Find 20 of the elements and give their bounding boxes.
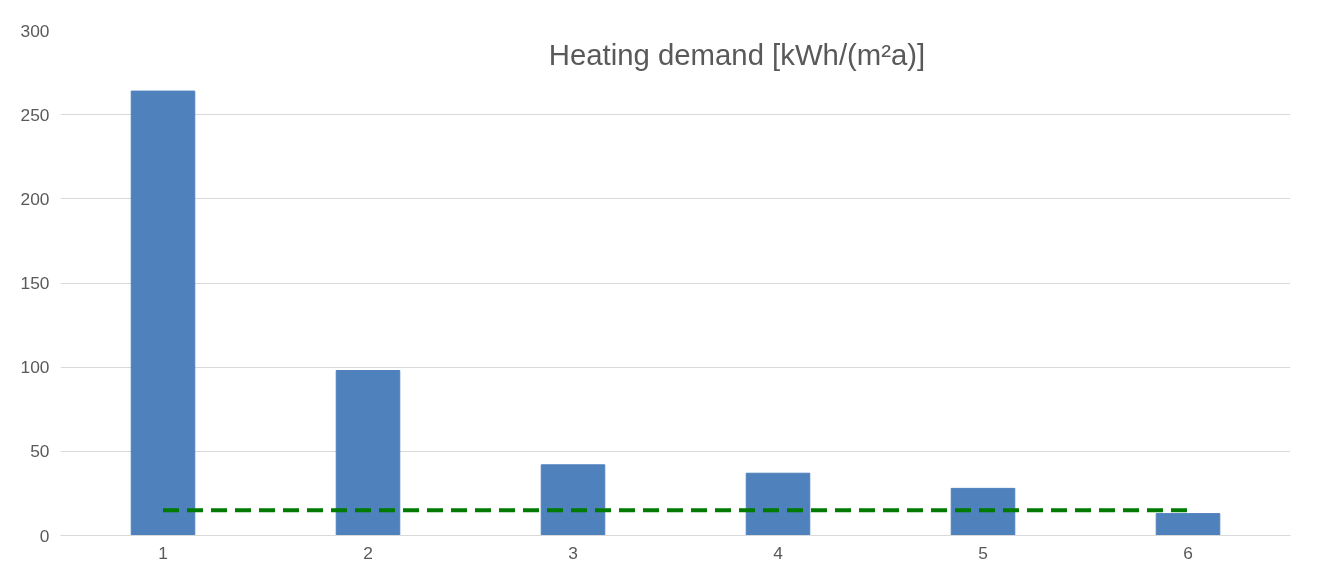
bar xyxy=(745,472,811,536)
x-tick-label: 3 xyxy=(568,542,578,563)
y-tick-label: 100 xyxy=(20,357,50,378)
x-tick-label: 2 xyxy=(363,542,373,563)
y-tick-label: 0 xyxy=(39,525,50,546)
chart-title: Heating demand [kWh/(m²a)] xyxy=(548,37,926,71)
y-tick-label: 200 xyxy=(20,188,50,209)
bar xyxy=(950,487,1016,536)
x-tick-label: 4 xyxy=(773,542,784,563)
bar xyxy=(540,464,606,536)
bar xyxy=(335,370,401,536)
bar xyxy=(130,90,196,536)
y-tick-label: 150 xyxy=(20,273,50,293)
y-tick-label: 250 xyxy=(20,104,50,125)
y-tick-label: 300 xyxy=(20,20,50,41)
x-tick-label: 6 xyxy=(1183,542,1193,563)
x-tick-label: 1 xyxy=(158,542,168,563)
bar xyxy=(1155,513,1221,536)
x-tick-label: 5 xyxy=(978,542,988,563)
y-tick-label: 50 xyxy=(30,441,50,462)
